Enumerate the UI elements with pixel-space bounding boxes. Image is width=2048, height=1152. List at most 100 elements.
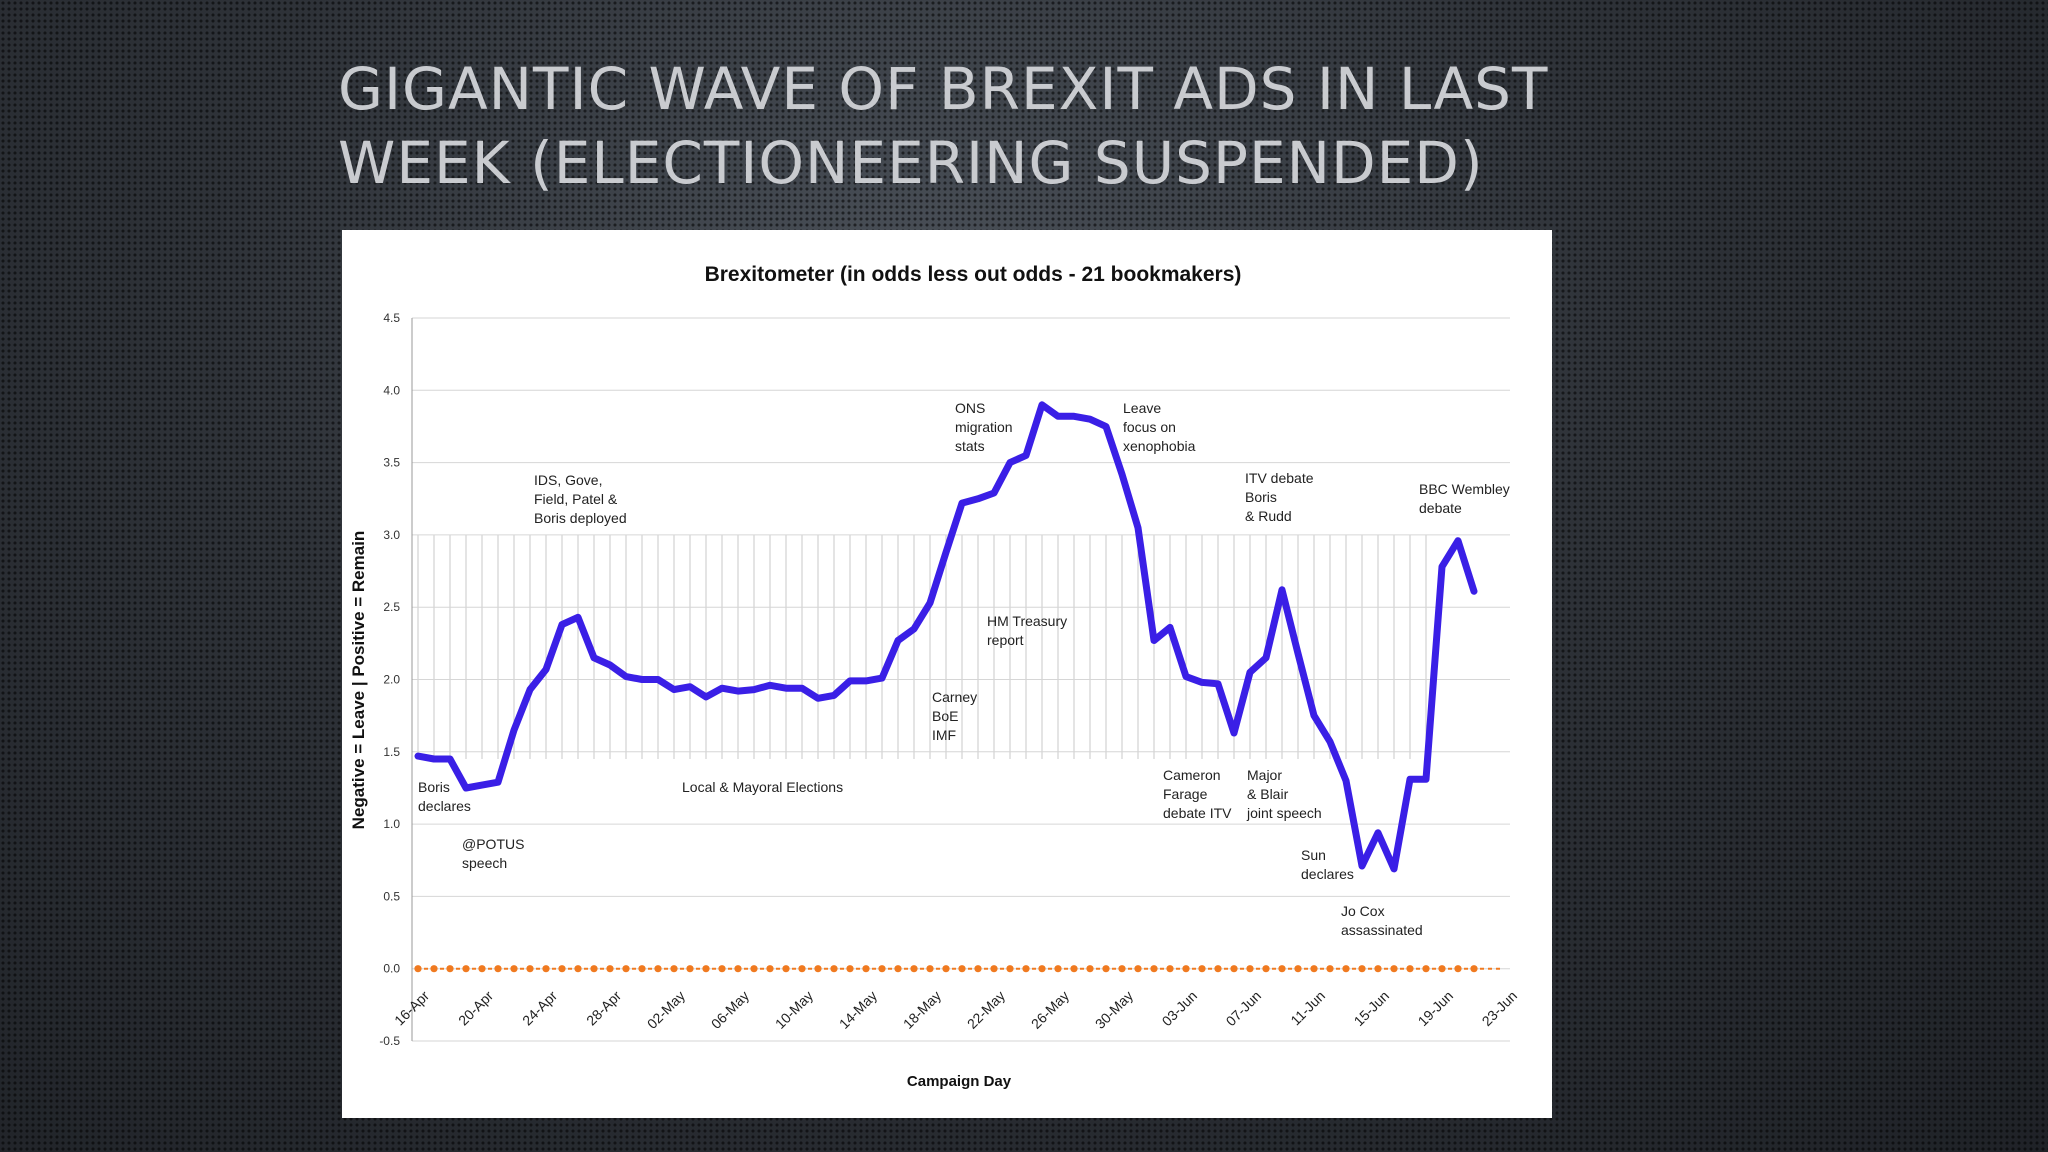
zero-line-marker bbox=[814, 965, 822, 973]
annotation-hm-treasury: HM Treasury report bbox=[987, 613, 1067, 648]
zero-line-marker bbox=[1294, 965, 1302, 973]
annotation-line: ONS bbox=[955, 400, 985, 416]
zero-line-marker bbox=[654, 965, 662, 973]
annotation-line: Field, Patel & bbox=[534, 491, 618, 507]
annotation-bbc-wembley: BBC Wembley debate bbox=[1419, 481, 1510, 516]
zero-line-marker bbox=[1422, 965, 1430, 973]
annotation-line: assassinated bbox=[1341, 922, 1423, 938]
x-tick-label: 28-Apr bbox=[583, 987, 624, 1028]
y-tick-label: 3.5 bbox=[383, 456, 400, 470]
annotation-line: focus on bbox=[1123, 419, 1176, 435]
zero-line-marker bbox=[686, 965, 694, 973]
annotation-line: Local & Mayoral Elections bbox=[682, 779, 843, 795]
x-tick-label: 10-May bbox=[772, 988, 816, 1032]
annotation-leave-focus: Leave focus on xenophobia bbox=[1123, 400, 1196, 454]
x-tick-label: 20-Apr bbox=[455, 987, 496, 1028]
zero-line-marker bbox=[926, 965, 934, 973]
annotation-ons: ONS migration stats bbox=[955, 400, 1013, 454]
zero-line-marker bbox=[1214, 965, 1222, 973]
zero-line-marker bbox=[894, 965, 902, 973]
annotation-ids-gove: IDS, Gove, Field, Patel & Boris deployed bbox=[534, 472, 627, 526]
zero-line-marker bbox=[446, 965, 454, 973]
annotation-line: & Blair bbox=[1247, 786, 1289, 802]
zero-line-marker bbox=[798, 965, 806, 973]
slide-title-line-1: GIGANTIC WAVE OF BREXIT ADS IN LAST bbox=[338, 55, 1549, 123]
zero-line-marker bbox=[1054, 965, 1062, 973]
x-tick-label: 15-Jun bbox=[1351, 988, 1393, 1030]
y-tick-label: 1.5 bbox=[383, 745, 400, 759]
annotation-carney: Carney BoE IMF bbox=[932, 689, 977, 743]
zero-line-marker bbox=[830, 965, 838, 973]
zero-line-marker bbox=[1470, 965, 1478, 973]
zero-line-marker bbox=[734, 965, 742, 973]
x-tick-label: 03-Jun bbox=[1159, 988, 1201, 1030]
y-tick-label: -0.5 bbox=[379, 1034, 400, 1048]
zero-line-marker bbox=[494, 965, 502, 973]
annotation-line: Carney bbox=[932, 689, 977, 705]
x-tick-label: 24-Apr bbox=[519, 987, 560, 1028]
y-tick-label: 2.0 bbox=[383, 673, 400, 687]
annotation-line: BoE bbox=[932, 708, 958, 724]
annotation-line: speech bbox=[462, 855, 507, 871]
zero-line-marker bbox=[1358, 965, 1366, 973]
annotation-line: Sun bbox=[1301, 847, 1326, 863]
annotation-local-elections: Local & Mayoral Elections bbox=[682, 779, 843, 795]
annotation-line: ITV debate bbox=[1245, 470, 1314, 486]
zero-line-marker bbox=[718, 965, 726, 973]
x-tick-label: 11-Jun bbox=[1287, 988, 1328, 1029]
annotation-line: declares bbox=[418, 798, 471, 814]
annotation-line: Leave bbox=[1123, 400, 1161, 416]
zero-line-marker bbox=[1390, 965, 1398, 973]
x-tick-label: 23-Jun bbox=[1479, 988, 1521, 1030]
zero-line-marker bbox=[1118, 965, 1126, 973]
annotation-line: & Rudd bbox=[1245, 508, 1292, 524]
annotation-line: @POTUS bbox=[462, 836, 524, 852]
zero-line-marker bbox=[1134, 965, 1142, 973]
zero-line-marker bbox=[1262, 965, 1270, 973]
zero-line-marker bbox=[1198, 965, 1206, 973]
zero-line-marker bbox=[414, 965, 422, 973]
annotation-sun: Sun declares bbox=[1301, 847, 1354, 882]
annotation-line: debate bbox=[1419, 500, 1462, 516]
annotation-line: IMF bbox=[932, 727, 956, 743]
zero-line-marker bbox=[766, 965, 774, 973]
y-tick-label: 2.5 bbox=[383, 600, 400, 614]
annotation-line: Boris deployed bbox=[534, 510, 627, 526]
annotation-cameron: Cameron Farage debate ITV bbox=[1163, 767, 1232, 821]
x-tick-label: 18-May bbox=[900, 988, 944, 1032]
annotation-line: xenophobia bbox=[1123, 438, 1196, 454]
zero-line-marker bbox=[542, 965, 550, 973]
x-tick-label: 06-May bbox=[708, 988, 752, 1032]
x-tick-label: 26-May bbox=[1028, 988, 1072, 1032]
zero-line-marker bbox=[1454, 965, 1462, 973]
zero-line-marker bbox=[782, 965, 790, 973]
y-tick-label: 4.0 bbox=[383, 383, 400, 397]
slide-title-line-2: WEEK (ELECTIONEERING SUSPENDED) bbox=[338, 129, 1484, 197]
zero-line-marker bbox=[1438, 965, 1446, 973]
zero-line-marker bbox=[1342, 965, 1350, 973]
y-tick-label: 4.5 bbox=[383, 311, 400, 325]
annotation-jo-cox: Jo Cox assassinated bbox=[1341, 903, 1423, 938]
zero-line-marker bbox=[1070, 965, 1078, 973]
zero-line-marker bbox=[478, 965, 486, 973]
annotation-line: Cameron bbox=[1163, 767, 1221, 783]
zero-line-marker bbox=[430, 965, 438, 973]
zero-line-marker bbox=[1406, 965, 1414, 973]
zero-line-marker bbox=[622, 965, 630, 973]
annotation-line: joint speech bbox=[1246, 805, 1322, 821]
zero-line-marker bbox=[574, 965, 582, 973]
annotation-line: Boris bbox=[1245, 489, 1277, 505]
zero-line-marker bbox=[1278, 965, 1286, 973]
zero-line-marker bbox=[702, 965, 710, 973]
annotation-line: BBC Wembley bbox=[1419, 481, 1510, 497]
x-tick-label: 07-Jun bbox=[1223, 988, 1265, 1030]
zero-line-marker bbox=[510, 965, 518, 973]
annotation-major-blair: Major & Blair joint speech bbox=[1246, 767, 1322, 821]
zero-line-marker bbox=[1166, 965, 1174, 973]
annotation-line: migration bbox=[955, 419, 1013, 435]
zero-line-marker bbox=[558, 965, 566, 973]
zero-line-marker bbox=[1310, 965, 1318, 973]
zero-line-marker bbox=[462, 965, 470, 973]
annotation-line: Farage bbox=[1163, 786, 1208, 802]
zero-line-marker bbox=[1230, 965, 1238, 973]
